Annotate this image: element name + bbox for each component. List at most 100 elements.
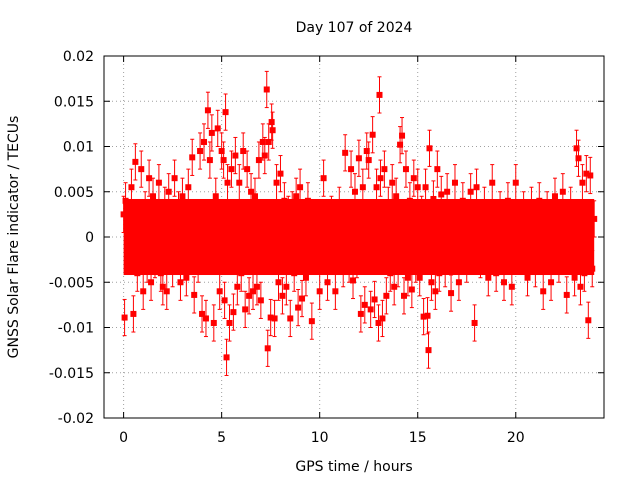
data-point [291,270,298,277]
x-tick-label: 10 [311,430,329,446]
data-point [428,279,435,286]
data-point [223,354,230,361]
data-point [268,119,275,126]
data-point [208,129,215,136]
data-point [204,107,211,114]
data-point [255,157,262,164]
data-point [399,132,406,139]
data-point [404,274,411,281]
data-point [402,166,409,173]
data-point [144,261,151,268]
data-point [281,197,288,204]
data-point [367,306,374,313]
data-point [373,184,380,191]
data-point [308,318,315,325]
x-tick-label: 5 [217,430,226,446]
data-point [524,274,531,281]
data-point [271,315,278,322]
data-point [142,206,149,213]
data-point [128,184,135,191]
data-point [395,265,402,272]
data-point [277,170,284,177]
data-point [193,215,200,222]
data-point [585,317,592,324]
data-point [532,265,539,272]
data-point [226,319,233,326]
data-point [391,283,398,290]
data-point [297,184,304,191]
data-point [442,265,449,272]
data-point [548,279,555,286]
data-point [348,166,355,173]
data-point [136,215,143,222]
data-point [187,247,194,254]
data-point [150,193,157,200]
data-point [197,148,204,155]
data-point [350,277,357,284]
data-point [216,288,223,295]
data-point [122,197,129,204]
data-point [244,166,251,173]
data-point [163,288,170,295]
data-point [155,179,162,186]
data-point [579,179,586,186]
data-point [304,197,311,204]
data-point [121,314,128,321]
data-point [165,188,172,195]
data-point [157,270,164,277]
data-point [589,265,596,272]
data-point [375,319,382,326]
data-point [171,175,178,182]
data-point [397,141,404,148]
data-point [183,274,190,281]
data-point [224,179,231,186]
data-point [587,172,594,179]
data-point [434,166,441,173]
data-point [351,188,358,195]
data-point [497,206,504,213]
data-point [414,184,421,191]
data-point [489,179,496,186]
data-point [146,175,153,182]
data-point [265,138,272,145]
data-point [130,310,137,317]
data-point [340,265,347,272]
data-point [342,149,349,156]
data-point [485,274,492,281]
y-axis-label: GNSS Solar Flare indicator / TECUs [6,116,22,359]
data-point [169,265,176,272]
data-point [206,157,213,164]
data-point [153,224,160,231]
data-point [571,274,578,281]
data-point [387,270,394,277]
data-point [424,312,431,319]
data-point [285,211,292,218]
data-point [132,158,139,165]
data-point [555,261,562,268]
data-point [185,184,192,191]
data-point [240,148,247,155]
data-point [242,306,249,313]
data-point [230,309,237,316]
data-point [250,288,257,295]
data-point [222,109,229,116]
data-point [444,188,451,195]
data-point [448,290,455,297]
data-point [361,301,368,308]
data-point [220,157,227,164]
data-point [320,175,327,182]
data-point [151,256,158,263]
data-point [221,297,228,304]
data-point [501,279,507,286]
data-point [365,157,372,164]
data-point [381,166,388,173]
y-tick-label: 0.015 [54,94,94,110]
data-point [279,292,286,299]
data-point [269,127,276,134]
data-point [316,288,323,295]
data-point [202,315,209,322]
data-point [426,145,433,152]
data-point [148,279,155,286]
data-point [438,191,445,198]
data-point [259,138,266,145]
